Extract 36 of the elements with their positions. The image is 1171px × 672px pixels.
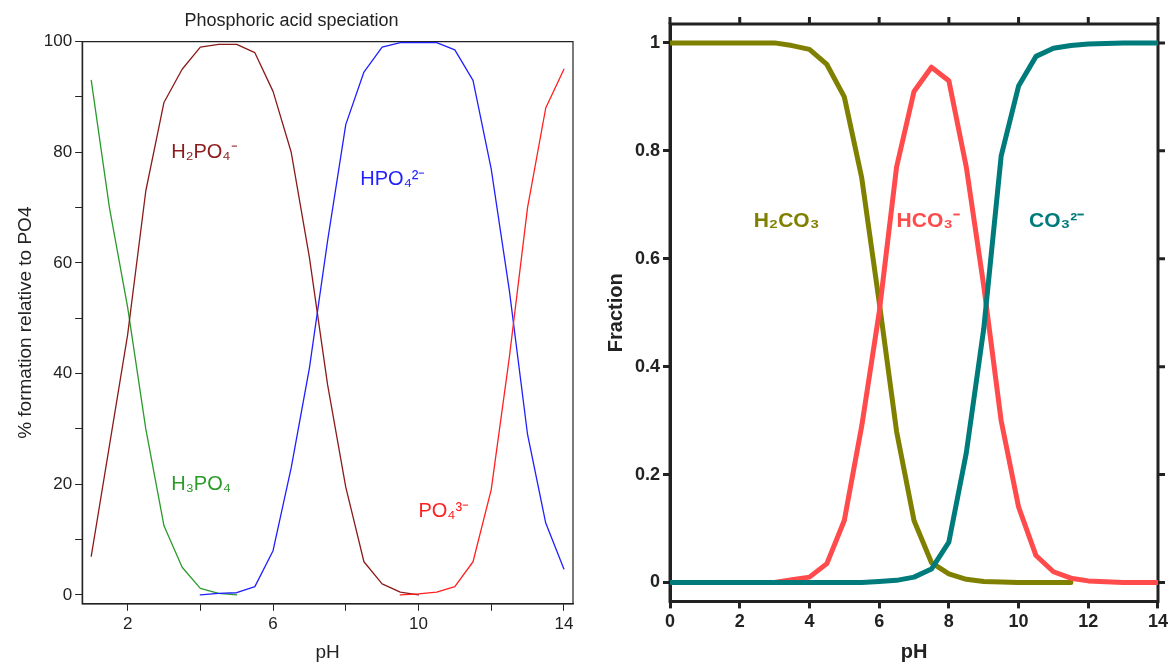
y-tick-label: 0.8 [634,139,661,160]
y-tick-label: 80 [53,141,73,161]
series-label: H₃PO₄ [171,471,231,494]
series-label: PO₄³⁻ [418,499,470,522]
x-axis-title: pH [315,640,340,662]
chart-title: Phosphoric acid speciation [184,9,399,30]
series-label: CO₃²⁻ [1029,207,1085,231]
x-tick-label: 4 [804,611,815,632]
y-tick-label: 0 [650,571,661,592]
series-label: HCO₃⁻ [896,207,960,231]
y-axis-title: Fraction [603,273,626,353]
x-tick-label: 0 [665,611,676,632]
y-tick-label: 1 [650,31,661,52]
x-tick-label: 2 [734,611,745,632]
y-tick-label: 0.2 [634,463,661,484]
series-label: HPO₄²⁻ [360,167,426,190]
x-tick-label: 12 [1078,611,1099,632]
text: H₂CO₃ [753,207,820,231]
y-tick-label: 0 [62,584,73,604]
x-tick-label: 10 [1008,611,1029,632]
x-tick-label: 6 [268,613,278,633]
y-axis-title: % formation relative to PO4 [13,206,35,439]
y-tick-label: 0.4 [634,355,661,376]
x-tick-label: 14 [1147,611,1168,632]
x-tick-label: 10 [409,613,428,633]
x-tick-label: 2 [122,613,133,633]
series-label: H₂PO₄⁻ [171,139,238,162]
y-tick-label: 40 [53,363,73,383]
x-axis-title: pH [900,639,928,662]
y-tick-label: 100 [43,31,73,51]
x-tick-label: 6 [874,611,885,632]
x-tick-label: 8 [943,611,954,632]
y-tick-label: 0.6 [634,247,661,268]
y-tick-label: 60 [53,252,73,272]
y-tick-label: 20 [53,473,73,493]
x-tick-label: 14 [554,613,574,633]
